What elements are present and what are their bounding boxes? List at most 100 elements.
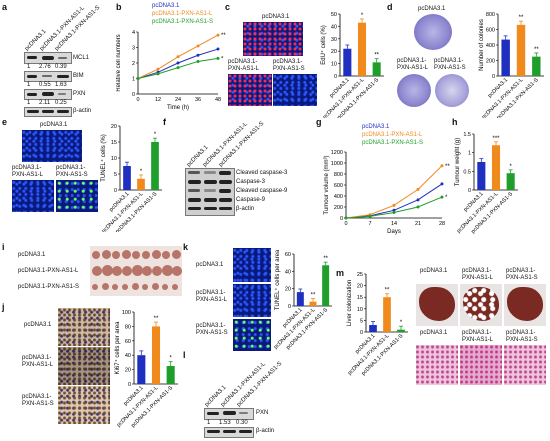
panel-label-k: k — [183, 242, 189, 252]
tumour — [122, 283, 128, 290]
quant-value: 0.30 — [236, 420, 248, 426]
panel-label-l: l — [183, 350, 186, 360]
significance-marker: ** — [374, 53, 379, 59]
bar — [357, 22, 367, 76]
tumour — [112, 283, 118, 290]
protein-label: PXN — [256, 410, 269, 416]
image-label: pcDNA3.1 — [196, 262, 224, 268]
y-tick-label: 400 — [334, 194, 343, 200]
tumour — [132, 265, 143, 276]
he-image-S — [504, 345, 546, 385]
panel-label-d: d — [387, 2, 393, 12]
bar — [151, 326, 161, 384]
bar — [491, 145, 501, 190]
tumour — [102, 265, 113, 276]
legend-entry: pcDNA3.1-PXN-AS1-S — [152, 19, 214, 25]
protein-label: Cleaved caspase-9 — [236, 188, 288, 194]
y-tick-label: 15 — [357, 295, 363, 301]
data-point — [416, 198, 420, 202]
bar — [343, 48, 352, 76]
data-point — [392, 211, 396, 214]
data-point — [196, 44, 200, 48]
image-label: pcDNA3.1 — [40, 122, 68, 128]
y-tick-label: 15 — [111, 140, 117, 146]
tunel-image-control — [22, 130, 82, 162]
tumour — [132, 283, 139, 290]
panel-label-g: g — [316, 117, 322, 127]
x-tick-label: 28 — [439, 221, 445, 227]
data-point — [344, 216, 348, 220]
data-point — [216, 56, 220, 60]
panel-label-a: a — [2, 2, 8, 12]
data-point — [136, 77, 140, 80]
blot-l-actin — [204, 427, 254, 438]
significance-marker: * — [445, 195, 448, 201]
protein-label: β-actin — [73, 108, 92, 114]
legend-entry: pcDNA3.1-PXN-AS1-L — [362, 132, 423, 138]
protein-label: Caspase-9 — [236, 197, 266, 203]
data-point — [196, 59, 200, 63]
data-point — [392, 203, 396, 207]
image-label: pcDNA3.1- — [228, 59, 258, 65]
protein-label: β-actin — [236, 206, 255, 212]
image-label: pcDNA3.1- — [196, 323, 226, 329]
x-tick-label: 7 — [368, 221, 371, 227]
x-tick-label: 14 — [391, 221, 397, 227]
y-tick-label: 20 — [111, 124, 117, 130]
y-tick-label: 1000 — [331, 161, 343, 167]
significance-marker: * — [361, 13, 364, 19]
ki67-image-L — [58, 347, 110, 385]
bar — [372, 62, 381, 76]
data-point — [176, 61, 180, 65]
x-tick-label: 48 — [215, 97, 221, 103]
liver-photo-L — [460, 284, 502, 326]
panel-label-h: h — [452, 117, 458, 127]
image-label: PXN-AS1-L — [462, 337, 494, 343]
bar — [137, 355, 146, 384]
image-label: pcDNA3.1- — [273, 59, 303, 65]
quant-value: 2.11 — [39, 100, 51, 106]
y-tick-label: 0 — [114, 188, 117, 194]
x-tick-label: 0 — [136, 97, 139, 103]
he-image-L — [460, 345, 502, 385]
bar — [166, 366, 175, 384]
bar — [151, 142, 159, 190]
data-point — [156, 72, 160, 76]
x-tick-label: 12 — [155, 97, 161, 103]
y-tick-label: 40 — [125, 353, 131, 359]
quant-value: 1 — [27, 82, 31, 88]
data-point — [440, 195, 444, 199]
image-label: pcDNA3.1- — [397, 58, 427, 64]
tumour — [102, 283, 109, 290]
y-tick-label: 20 — [331, 49, 337, 55]
y-tick-label: 600 — [334, 183, 343, 189]
protein-label: β-actin — [256, 428, 275, 434]
significance-marker: * — [509, 164, 512, 170]
y-tick-label: 0 — [288, 304, 291, 310]
data-point — [176, 55, 180, 59]
ki67-image-S — [58, 386, 110, 424]
legend-entry: pcDNA3.1 — [152, 3, 180, 9]
image-label: pcDNA3.1- — [462, 330, 492, 336]
series-line — [345, 196, 443, 219]
bar — [516, 24, 526, 77]
bar — [322, 265, 330, 306]
y-axis-label: Liver colonization — [347, 280, 353, 326]
quant-value: 1 — [207, 420, 211, 426]
tumour — [122, 265, 132, 276]
image-label: PXN-AS1-S — [22, 401, 54, 407]
y-tick-label: 0 — [360, 330, 363, 336]
significance-marker: * — [169, 356, 172, 362]
image-label: pcDNA3.1- — [22, 394, 52, 400]
y-axis-label: TUNEL⁺ cells per area — [274, 249, 281, 310]
significance-marker: ** — [445, 164, 450, 170]
image-label: pcDNA3.1- — [12, 165, 42, 171]
y-tick-label: 800 — [486, 12, 495, 18]
tumour — [152, 250, 161, 259]
quant-value: 0.55 — [39, 82, 51, 88]
y-axis-label: Tumour volume (mm³) — [324, 155, 330, 214]
image-label: PXN-AS1-S — [196, 330, 228, 336]
y-tick-label: 100 — [122, 310, 131, 316]
